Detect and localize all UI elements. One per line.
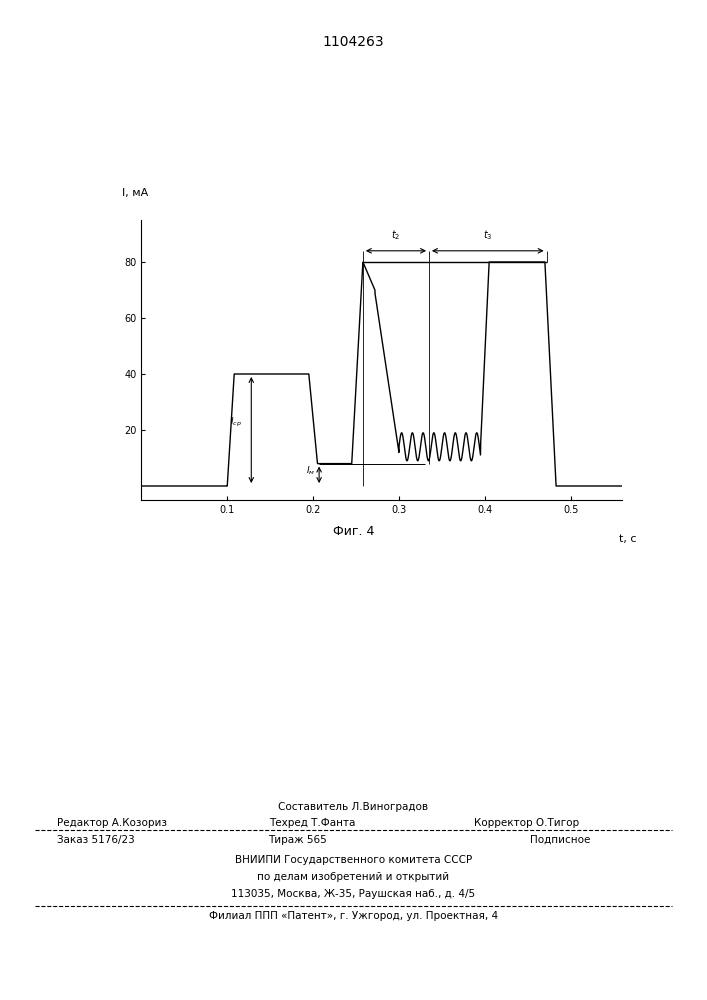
Text: Тираж 565: Тираж 565	[267, 835, 327, 845]
Text: $t_2$: $t_2$	[391, 229, 401, 242]
Text: 1104263: 1104263	[322, 35, 385, 49]
Text: Редактор А.Козориз: Редактор А.Козориз	[57, 818, 167, 828]
Text: 113035, Москва, Ж-35, Раушская наб., д. 4/5: 113035, Москва, Ж-35, Раушская наб., д. …	[231, 889, 476, 899]
Text: Заказ 5176/23: Заказ 5176/23	[57, 835, 134, 845]
Text: Подписное: Подписное	[530, 835, 590, 845]
Text: Техред Т.Фанта: Техред Т.Фанта	[269, 818, 355, 828]
Text: t, c: t, c	[619, 534, 636, 544]
Text: $t_3$: $t_3$	[483, 229, 493, 242]
Text: $I_{ср}$: $I_{ср}$	[230, 416, 242, 429]
Text: $I_{м}$: $I_{м}$	[306, 464, 315, 477]
Text: I, мА: I, мА	[122, 188, 148, 198]
Text: Составитель Л.Виноградов: Составитель Л.Виноградов	[279, 802, 428, 812]
Text: Фиг. 4: Фиг. 4	[333, 525, 374, 538]
Text: Филиал ППП «Патент», г. Ужгород, ул. Проектная, 4: Филиал ППП «Патент», г. Ужгород, ул. Про…	[209, 911, 498, 921]
Text: ВНИИПИ Государственного комитета СССР: ВНИИПИ Государственного комитета СССР	[235, 855, 472, 865]
Text: Корректор О.Тигор: Корректор О.Тигор	[474, 818, 579, 828]
Text: по делам изобретений и открытий: по делам изобретений и открытий	[257, 872, 450, 882]
